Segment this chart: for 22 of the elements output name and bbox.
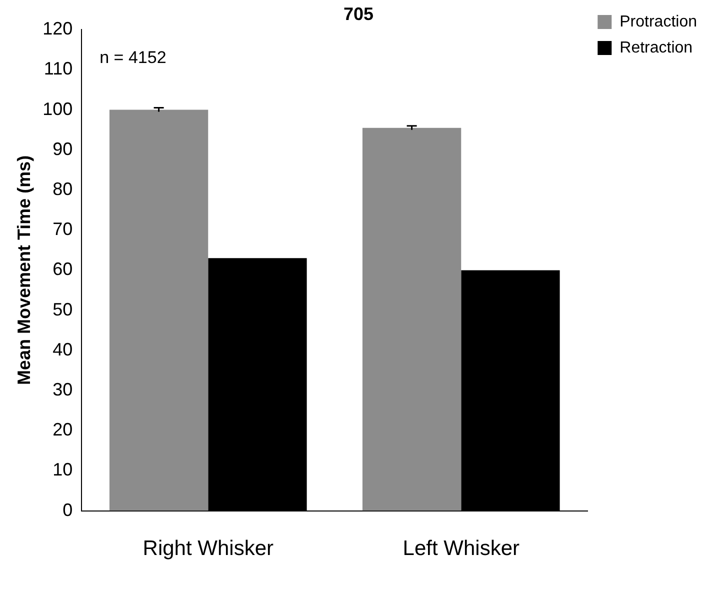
y-tick-label: 0 <box>62 500 73 520</box>
y-tick-label: 100 <box>42 98 73 119</box>
y-tick-label: 110 <box>44 58 73 79</box>
legend-label: Protraction <box>620 13 698 30</box>
y-tick-label: 80 <box>52 178 73 199</box>
y-tick-label: 50 <box>52 299 73 320</box>
y-tick-label: 10 <box>52 460 73 480</box>
y-tick-label: 90 <box>52 138 73 159</box>
x-tick-label: Left Whisker <box>402 537 520 560</box>
y-tick-label: 20 <box>52 420 73 440</box>
y-axis-title: Mean Movement Time (ms) <box>14 155 34 386</box>
y-tick-label: 70 <box>52 219 73 240</box>
x-tick-label: Right Whisker <box>142 537 274 560</box>
y-tick-label: 120 <box>42 18 73 39</box>
bar <box>362 128 462 511</box>
annotation: n = 4152 <box>100 48 166 67</box>
chart-title: 705 <box>343 4 374 24</box>
y-tick-label: 30 <box>52 379 73 400</box>
bar <box>109 110 208 511</box>
y-tick-label: 60 <box>52 259 73 280</box>
legend-label: Retraction <box>620 39 693 56</box>
y-tick-label: 40 <box>52 339 73 360</box>
